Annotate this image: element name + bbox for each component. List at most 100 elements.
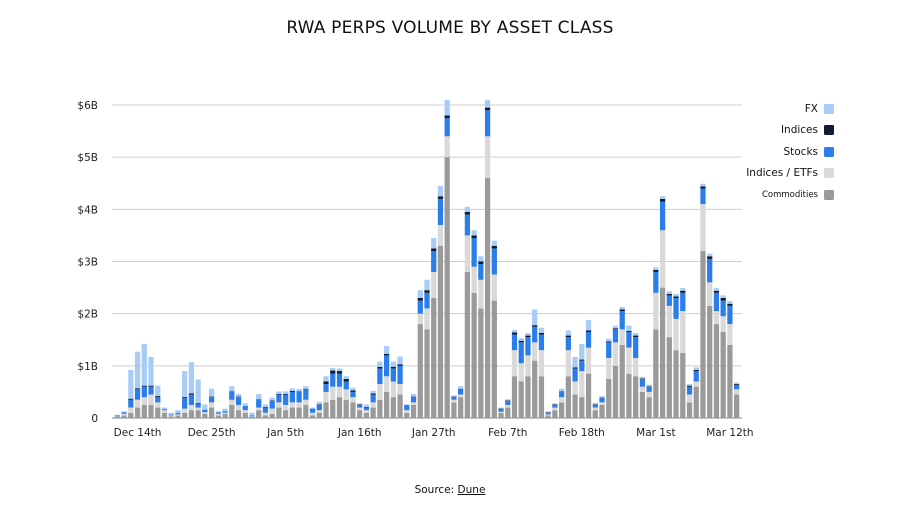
legend-item-indices[interactable]: Indices (781, 120, 834, 142)
bar-segment-indices-etfs (175, 414, 181, 416)
source-note: Source: Dune (0, 484, 900, 496)
bar-segment-indices (478, 261, 484, 265)
bar-segment-stocks (478, 264, 484, 280)
bar-segment-commodities (390, 397, 396, 418)
bar-segment-indices (619, 309, 625, 312)
bar-segment-indices (296, 391, 302, 392)
bar-segment-indices-etfs (404, 410, 410, 413)
bar-segment-indices (707, 256, 713, 259)
bar-segment-fx (350, 387, 356, 391)
bar-segment-stocks (289, 391, 296, 403)
bar-segment-commodities (296, 407, 302, 418)
bar-segment-commodities (175, 415, 181, 418)
bar-segment-indices (195, 402, 201, 404)
bar-segment-indices (343, 378, 349, 382)
bar-segment-stocks (182, 398, 188, 409)
bar-segment-commodities (155, 407, 161, 418)
bar-segment-stocks (283, 394, 289, 405)
bar-segment-stocks (383, 355, 390, 377)
x-tick-label: Dec 25th (188, 427, 236, 439)
bar-segment-fx (397, 356, 403, 365)
bar-segment-commodities (579, 397, 585, 418)
legend-item-indices-etfs[interactable]: Indices / ETFs (746, 163, 834, 185)
bar-segment-commodities (141, 404, 147, 418)
bar-segment-commodities (444, 157, 450, 418)
bar-segment-stocks (491, 248, 497, 275)
bar-segment-stocks (316, 404, 322, 411)
bar-segment-fx (283, 391, 289, 395)
legend-swatch (824, 103, 834, 114)
bar-segment-indices-etfs (336, 386, 343, 398)
bar-segment-commodities (424, 329, 430, 418)
bar-segment-indices (579, 359, 585, 361)
y-tick-label: $1B (77, 361, 98, 373)
bar-segment-fx (686, 384, 693, 386)
y-tick-label: $2B (77, 309, 98, 321)
bar-segment-stocks (437, 198, 444, 225)
bar-segment-indices (383, 353, 390, 356)
bar-segment-indices-etfs (666, 305, 672, 338)
bar-segment-indices (357, 404, 363, 405)
bar-segment-indices (155, 396, 161, 398)
legend-item-fx[interactable]: FX (805, 98, 834, 120)
bar-segment-commodities (471, 292, 477, 418)
bar-segment-commodities (491, 300, 497, 418)
legend-label: Commodities (761, 189, 818, 200)
bar-segment-fx (336, 368, 343, 372)
chart-title: RWA PERPS VOLUME BY ASSET CLASS (286, 18, 614, 38)
bar-segment-indices-etfs (646, 391, 652, 398)
legend-item-stocks[interactable]: Stocks (783, 141, 834, 163)
bar-segment-indices-etfs (256, 407, 262, 411)
bar-segment-indices-etfs (114, 416, 120, 417)
bar-segment-stocks (471, 238, 477, 267)
bar-segment-fx (673, 293, 679, 297)
x-tick-label: Jan 27th (411, 427, 456, 439)
x-tick-label: Jan 5th (266, 427, 304, 439)
bar-segment-indices (659, 198, 666, 202)
bar-segment-commodities (653, 329, 659, 418)
x-tick-label: Feb 18th (559, 427, 605, 439)
bar-segment-indices (424, 290, 430, 293)
bar-segment-indices-etfs (390, 381, 396, 398)
bar-segment-indices-etfs (639, 386, 646, 392)
bar-segment-indices-etfs (417, 313, 423, 325)
bar-segment-stocks (633, 337, 639, 359)
bar-segment-fx (168, 412, 174, 415)
legend-swatch (824, 125, 834, 136)
bar-segment-stocks (673, 298, 679, 319)
bar-segment-fx (417, 290, 423, 299)
bar-segment-fx (707, 253, 713, 257)
bar-segment-stocks (343, 381, 349, 390)
bar-segment-indices (646, 386, 652, 387)
legend-swatch (824, 189, 834, 200)
bar-segment-stocks (532, 326, 538, 343)
bar-segment-stocks (707, 258, 713, 283)
bar-segment-fx (309, 407, 316, 409)
bar-segment-stocks (309, 408, 316, 413)
legend-label: FX (804, 102, 818, 115)
source-link[interactable]: Dune (457, 484, 486, 496)
bar-segment-indices-etfs (215, 413, 221, 416)
bar-segment-fx (444, 99, 450, 116)
bar-segment-indices-etfs (208, 402, 215, 408)
bar-segment-indices-etfs (444, 136, 450, 158)
bar-segment-fx (558, 388, 565, 392)
bar-segment-indices (330, 370, 336, 374)
bar-segment-fx (377, 361, 383, 367)
bar-segment-indices (289, 390, 296, 392)
bar-segment-fx (202, 404, 208, 410)
bar-segment-indices (545, 412, 551, 413)
bar-segment-stocks (592, 404, 598, 408)
bar-segment-commodities (505, 407, 511, 418)
legend-item-commodities[interactable]: Commodities (762, 184, 834, 206)
bar-segment-indices (256, 399, 262, 400)
bar-segment-stocks (626, 331, 632, 348)
bar-segment-commodities (545, 415, 551, 418)
bar-segment-indices-etfs (283, 404, 289, 411)
bar-segment-commodities (410, 404, 417, 418)
bar-segment-fx (390, 361, 396, 367)
bar-segment-commodities (309, 415, 316, 418)
bar-segment-fx (114, 414, 120, 416)
bar-segment-stocks (585, 331, 592, 348)
bar-segment-indices (148, 385, 154, 387)
